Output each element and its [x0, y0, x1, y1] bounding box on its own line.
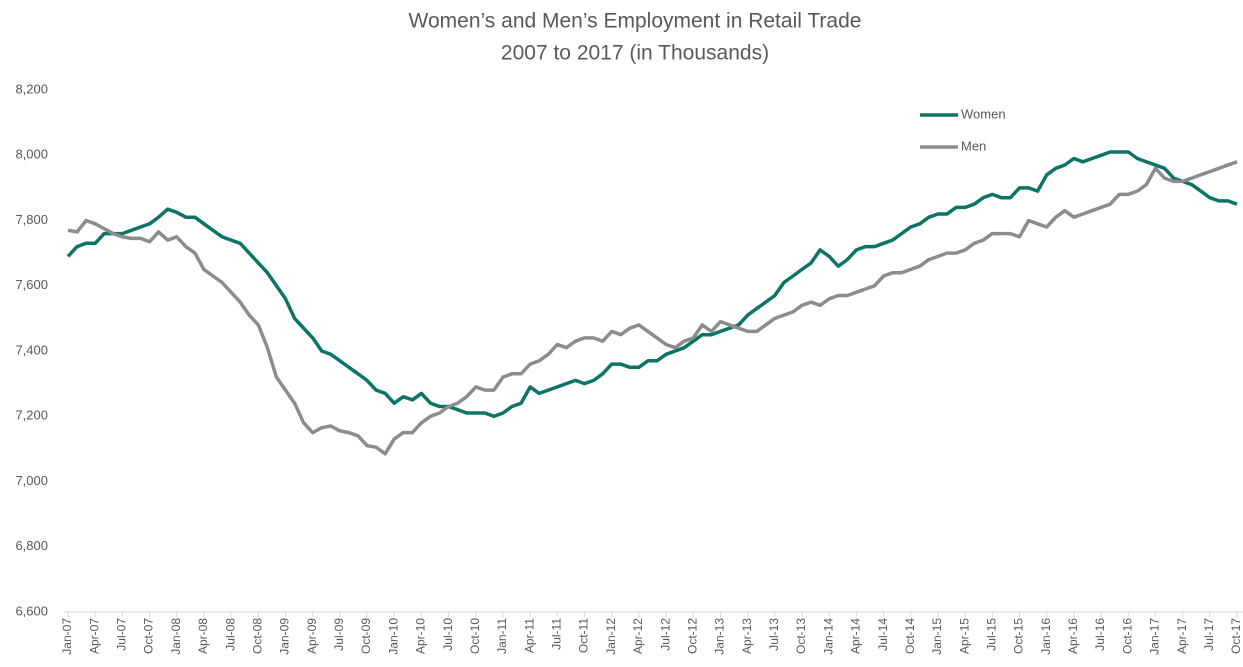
y-tick-label: 7,200 — [15, 408, 48, 423]
x-tick-label: Jan-16 — [1039, 618, 1053, 655]
x-tick-label: Jan-09 — [278, 618, 292, 655]
chart-title: Women’s and Men’s Employment in Retail T… — [409, 10, 862, 33]
x-tick-label: Oct-16 — [1120, 618, 1134, 654]
x-tick-label: Oct-08 — [250, 618, 264, 654]
x-tick-label: Oct-10 — [468, 618, 482, 654]
x-tick-label: Jul-09 — [332, 618, 346, 651]
x-tick-label: Apr-17 — [1175, 618, 1189, 654]
x-tick-label: Oct-09 — [359, 618, 373, 654]
x-tick-label: Jul-08 — [223, 618, 237, 651]
x-tick-label: Oct-07 — [142, 618, 156, 654]
x-tick-label: Jul-07 — [115, 618, 129, 651]
x-tick-label: Apr-08 — [196, 618, 210, 654]
x-tick-label: Apr-15 — [957, 618, 971, 654]
x-tick-label: Apr-11 — [522, 618, 536, 653]
x-tick-label: Jan-12 — [604, 618, 618, 655]
legend-label: Men — [961, 138, 986, 153]
x-tick-label: Jul-15 — [984, 618, 998, 651]
line-series — [67, 160, 1238, 456]
x-tick-label: Oct-11 — [577, 618, 591, 653]
x-tick-label: Oct-13 — [794, 618, 808, 654]
line-series — [66, 150, 1238, 419]
x-tick-label: Apr-09 — [305, 618, 319, 654]
y-tick-label: 7,000 — [15, 473, 48, 488]
y-tick-label: 6,600 — [15, 603, 48, 618]
x-tick-label: Apr-14 — [849, 618, 863, 654]
legend-label: Women — [961, 106, 1006, 121]
y-tick-label: 7,600 — [15, 277, 48, 292]
x-tick-label: Jul-11 — [550, 618, 564, 650]
x-tick-label: Oct-17 — [1229, 618, 1243, 654]
x-tick-label: Jan-14 — [821, 618, 835, 655]
x-tick-label: Jan-13 — [713, 618, 727, 655]
y-tick-label: 7,800 — [15, 212, 48, 227]
x-tick-label: Jan-07 — [60, 618, 74, 655]
x-tick-label: Jul-16 — [1093, 618, 1107, 651]
x-tick-label: Jul-10 — [441, 618, 455, 651]
x-tick-label: Jan-10 — [386, 618, 400, 655]
x-tick-label: Jan-11 — [495, 618, 509, 654]
x-tick-label: Jul-14 — [876, 618, 890, 651]
x-tick-label: Jan-15 — [930, 618, 944, 655]
x-tick-label: Jul-17 — [1202, 618, 1216, 651]
x-tick-label: Apr-10 — [414, 618, 428, 654]
x-tick-label: Apr-12 — [631, 618, 645, 654]
x-tick-label: Oct-12 — [685, 618, 699, 654]
y-tick-label: 6,800 — [15, 538, 48, 553]
x-tick-label: Jan-08 — [169, 618, 183, 655]
y-tick-label: 8,200 — [15, 81, 48, 96]
y-tick-label: 7,400 — [15, 342, 48, 357]
x-tick-label: Jul-12 — [658, 618, 672, 651]
chart-subtitle: 2007 to 2017 (in Thousands) — [501, 42, 769, 65]
x-tick-label: Jul-13 — [767, 618, 781, 651]
x-tick-label: Apr-07 — [87, 618, 101, 654]
x-tick-label: Oct-15 — [1012, 618, 1026, 654]
x-tick-label: Oct-14 — [903, 618, 917, 654]
x-tick-label: Jan-17 — [1148, 618, 1162, 655]
y-tick-label: 8,000 — [15, 147, 48, 162]
x-tick-label: Apr-13 — [740, 618, 754, 654]
x-tick-label: Apr-16 — [1066, 618, 1080, 654]
